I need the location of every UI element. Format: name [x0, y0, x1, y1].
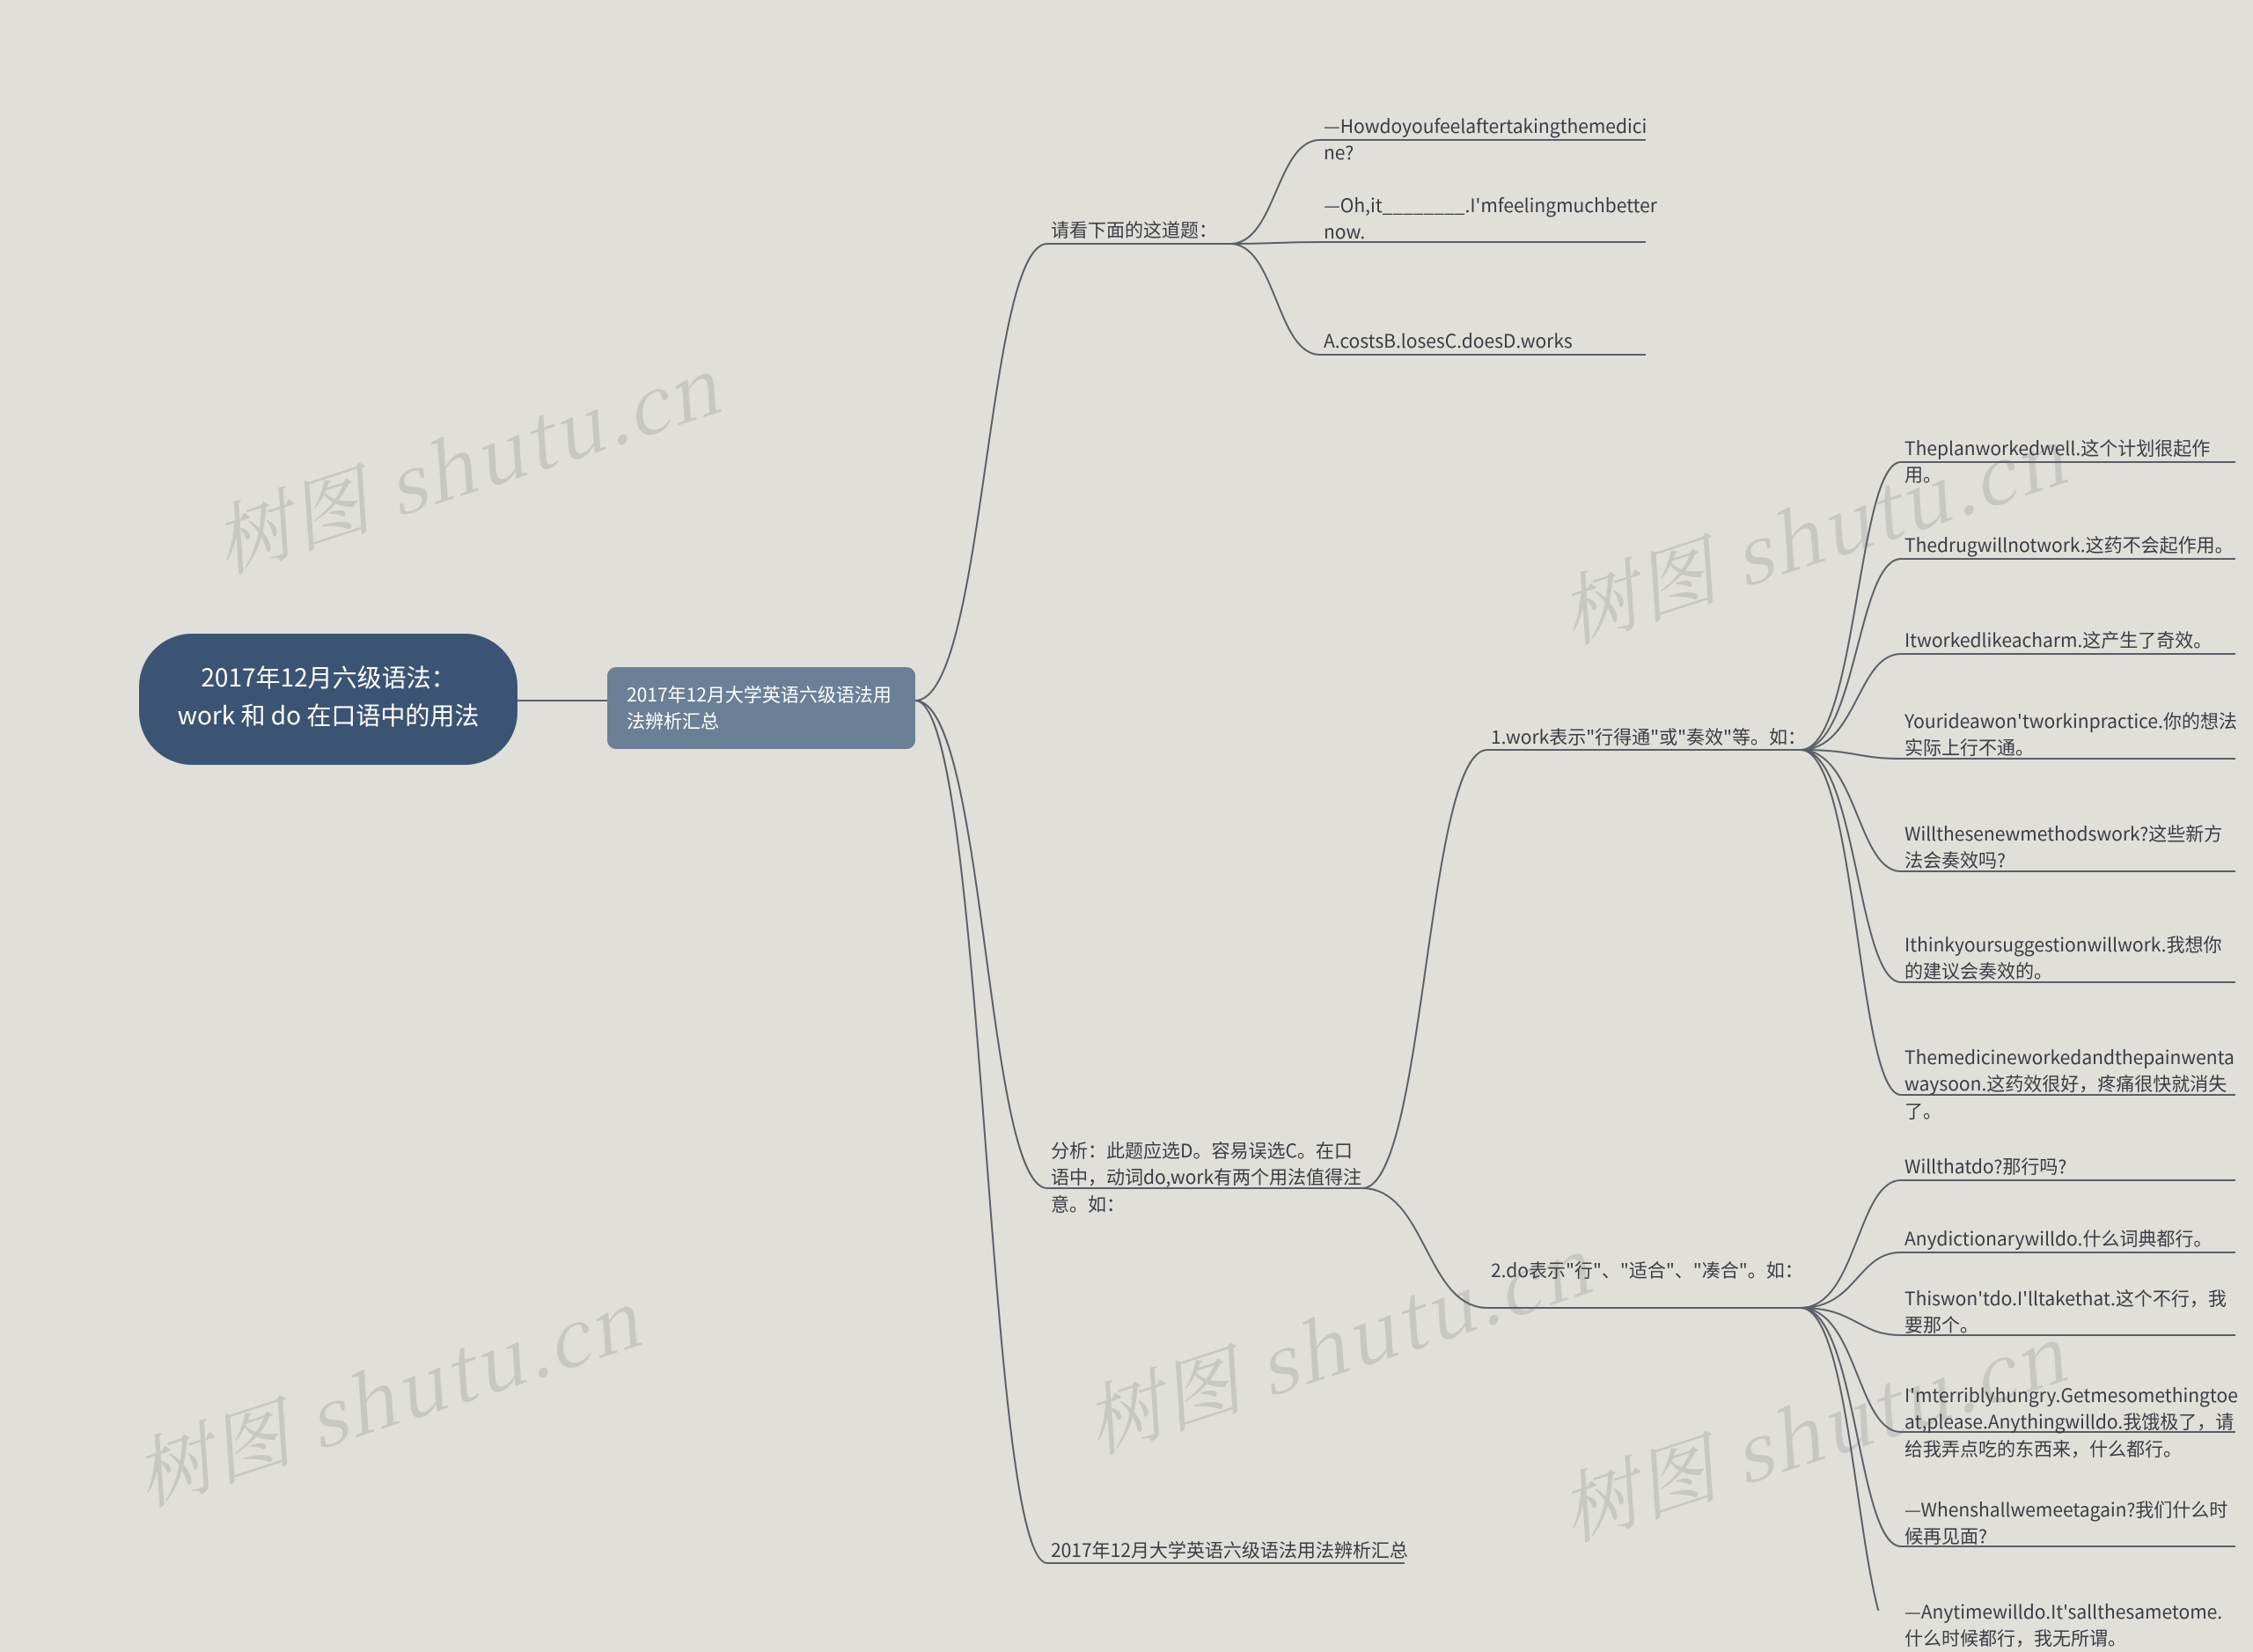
leaf-node: —Oh,it________.I'mfeelingmuchbetternow. — [1324, 192, 1658, 246]
leaf-node: Itworkedlikeacharm.这产生了奇效。 — [1904, 627, 2239, 653]
leaf-node: —Anytimewilldo.It'sallthesametome.什么时候都行… — [1904, 1598, 2239, 1652]
branch-label: 分析：此题应选D。容易误选C。在口语中，动词do,work有两个用法值得注意。如… — [1051, 1137, 1368, 1217]
level1-node: 2017年12月大学英语六级语法用法辨析汇总 — [607, 667, 915, 749]
leaf-node: Theplanworkedwell.这个计划很起作用。 — [1904, 435, 2239, 488]
section-label: 1.work表示"行得通"或"奏效"等。如： — [1491, 723, 1808, 750]
leaf-node: Thedrugwillnotwork.这药不会起作用。 — [1904, 532, 2239, 558]
leaf-node: A.costsB.losesC.doesD.works — [1324, 327, 1658, 354]
watermark: 树图 shutu.cn — [1069, 1207, 1604, 1475]
watermark: 树图 shutu.cn — [119, 1259, 654, 1528]
watermark: 树图 shutu.cn — [198, 327, 733, 595]
leaf-node: Yourideawon'tworkinpractice.你的想法实际上行不通。 — [1904, 708, 2239, 761]
root-node: 2017年12月六级语法：work 和 do 在口语中的用法 — [139, 634, 517, 765]
leaf-node: Ithinkyoursuggestionwillwork.我想你的建议会奏效的。 — [1904, 931, 2239, 985]
leaf-node: Willthatdo?那行吗? — [1904, 1153, 2239, 1179]
leaf-node: —Howdoyoufeelaftertakingthemedicine? — [1324, 113, 1658, 166]
leaf-node: I'mterriblyhungry.Getmesomethingtoeat,pl… — [1904, 1382, 2239, 1462]
leaf-node: Willthesenewmethodswork?这些新方法会奏效吗? — [1904, 820, 2239, 874]
leaf-node: —Whenshallwemeetagain?我们什么时候再见面? — [1904, 1496, 2239, 1550]
leaf-node: Thiswon'tdo.I'lltakethat.这个不行，我要那个。 — [1904, 1285, 2239, 1339]
leaf-node: Themedicineworkedandthepainwentawaysoon.… — [1904, 1044, 2239, 1124]
branch-label: 请看下面的这道题： — [1051, 217, 1236, 243]
tail-node: 2017年12月大学英语六级语法用法辨析汇总 — [1051, 1537, 1420, 1563]
leaf-node: Anydictionarywilldo.什么词典都行。 — [1904, 1225, 2239, 1252]
section-label: 2.do表示"行"、"适合"、"凑合"。如： — [1491, 1257, 1808, 1283]
